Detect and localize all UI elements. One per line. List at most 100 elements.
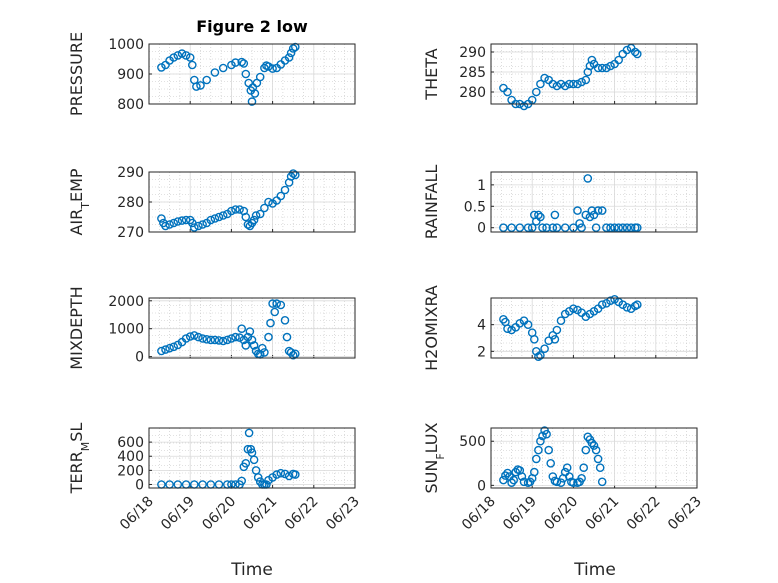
data-point (546, 458, 556, 468)
subplot-3: 270 280 290 AIRTEMP (67, 165, 356, 241)
data-point (511, 467, 521, 477)
data-point (284, 53, 294, 62)
data-point (235, 333, 244, 342)
data-point (198, 220, 207, 229)
x-tick-label: 06/22 (624, 494, 664, 534)
data-point (614, 223, 624, 232)
axes-box (490, 171, 698, 233)
data-point (253, 473, 263, 482)
data-point (272, 299, 282, 308)
data-point (241, 341, 251, 350)
data-point (268, 299, 277, 308)
data-point (250, 89, 260, 98)
subplot-1: 800 900 1000 PRESSURE (67, 32, 356, 116)
data-point (222, 335, 232, 345)
data-point (577, 473, 586, 483)
y-tick-label: 4 (477, 318, 486, 334)
data-point (177, 216, 187, 225)
data-point (606, 296, 615, 306)
y-axis-label: H2OMIXRA (422, 285, 441, 371)
data-point (560, 81, 570, 91)
data-point (532, 87, 541, 97)
data-point (260, 63, 269, 73)
x-tick-label: 06/23 (665, 494, 705, 534)
data-point (206, 335, 216, 345)
axes-box (490, 427, 698, 489)
data-point (255, 72, 265, 82)
data-point (231, 332, 240, 342)
data-point (523, 320, 533, 330)
data-point (552, 325, 562, 335)
data-point (235, 205, 244, 214)
data-point (241, 212, 251, 222)
data-point (288, 169, 298, 178)
data-point (618, 300, 628, 310)
subplot-6: 2 4 H2OMIXRA (422, 285, 698, 371)
data-point (231, 58, 240, 67)
data-point (630, 47, 640, 57)
data-point (276, 468, 286, 478)
figure-title: Figure 2 low (196, 17, 308, 36)
data-point (593, 206, 603, 215)
data-point (187, 60, 197, 70)
data-point (602, 63, 611, 73)
data-point (540, 344, 549, 354)
data-point (515, 318, 525, 328)
data-point (562, 463, 572, 473)
data-point (290, 470, 300, 479)
data-point (276, 191, 286, 201)
data-point (276, 300, 286, 310)
data-point (249, 455, 259, 465)
y-axis-label: TERRMSL (67, 423, 92, 495)
data-point (573, 79, 582, 89)
data-point (499, 223, 508, 232)
data-point (534, 445, 543, 455)
data-point (519, 477, 529, 487)
data-point (556, 316, 566, 326)
data-point (210, 335, 220, 345)
data-point (169, 218, 178, 228)
data-point (181, 51, 191, 60)
data-point (575, 219, 584, 228)
subplot-8: 0 500 SUNFLUX 06/18 06/19 06/20 06/21 06/22 06/2… (422, 422, 705, 533)
data-point (538, 431, 547, 441)
data-point (227, 334, 236, 343)
data-point (237, 476, 246, 486)
data-point (593, 63, 603, 73)
x-tick-label: 06/22 (282, 494, 322, 534)
data-point (565, 472, 574, 481)
y-axis-label: MIXDEPTH (67, 286, 86, 369)
y-tick-label: 0 (477, 478, 486, 494)
data-point (249, 215, 259, 225)
data-point (202, 75, 211, 85)
data-point (284, 471, 294, 481)
data-point (515, 223, 525, 232)
data-point (579, 463, 589, 473)
data-point (260, 203, 269, 213)
data-point (507, 95, 516, 105)
data-point (499, 475, 508, 485)
y-axis-label: SUNFLUX (422, 422, 447, 493)
data-point (597, 477, 607, 487)
data-point (290, 42, 300, 52)
data-point (214, 336, 224, 345)
axes-box (148, 427, 356, 489)
data-point (218, 211, 228, 220)
subplot-4: 0 0.5 1 RAINFALL (422, 165, 698, 239)
data-point (249, 341, 259, 350)
data-point (591, 223, 601, 232)
subplot-2: 280 285 290 THETA (422, 43, 698, 111)
y-tick-label: 270 (117, 225, 144, 241)
y-tick-label: 800 (117, 97, 144, 113)
data-point (165, 343, 174, 353)
data-point (569, 478, 578, 488)
data-point (251, 211, 261, 220)
data-point (503, 324, 512, 334)
data-point (548, 472, 558, 481)
y-tick-label: 0 (477, 221, 486, 237)
data-point (173, 51, 183, 60)
data-point (538, 223, 547, 232)
data-point (622, 45, 632, 55)
data-point (542, 429, 551, 439)
